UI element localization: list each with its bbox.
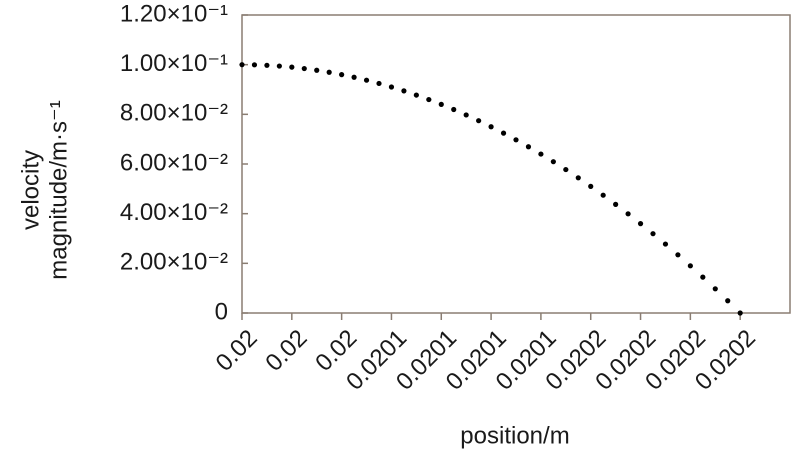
- data-point: [276, 63, 282, 69]
- data-point: [737, 310, 743, 316]
- data-point: [625, 211, 631, 217]
- data-point: [326, 69, 332, 75]
- data-point: [513, 137, 519, 143]
- data-point: [600, 192, 606, 198]
- y-tick-label: 1.20×10⁻¹: [120, 0, 228, 27]
- data-point: [662, 241, 669, 247]
- data-point: [650, 231, 656, 237]
- data-point: [426, 96, 432, 103]
- data-point: [687, 263, 693, 269]
- data-point: [675, 252, 681, 258]
- x-axis-label: position/m: [460, 422, 569, 449]
- y-tick-label: 4.00×10⁻²: [120, 199, 228, 226]
- data-point: [251, 62, 258, 68]
- data-point: [388, 84, 395, 90]
- y-tick-label: 1.00×10⁻¹: [120, 50, 228, 77]
- data-point: [413, 92, 419, 98]
- data-point: [525, 144, 532, 150]
- y-axis-label: magnitude/m·s⁻¹: [45, 100, 72, 279]
- data-point: [725, 298, 731, 304]
- data-point: [500, 130, 507, 136]
- data-point: [575, 175, 581, 181]
- data-point: [563, 166, 569, 173]
- data-point: [613, 201, 619, 207]
- data-point: [712, 286, 718, 292]
- data-point: [451, 106, 457, 113]
- data-point: [538, 151, 544, 157]
- data-point: [376, 80, 382, 87]
- data-point: [438, 101, 444, 107]
- data-point: [401, 88, 407, 94]
- y-tick-label: 6.00×10⁻²: [120, 149, 228, 176]
- x-tick-label: 0.02: [260, 325, 312, 377]
- y-tick-label: 8.00×10⁻²: [120, 100, 228, 127]
- data-point: [301, 65, 307, 72]
- data-point: [351, 74, 357, 80]
- data-point: [289, 64, 295, 70]
- data-point: [488, 124, 494, 130]
- data-point: [239, 62, 245, 68]
- data-point: [339, 72, 345, 78]
- data-point: [314, 67, 320, 73]
- x-tick-label: 0.02: [211, 325, 263, 377]
- data-point: [264, 62, 270, 68]
- plot-frame: [241, 14, 791, 314]
- y-axis-label: velocity: [17, 150, 44, 230]
- data-point: [700, 274, 706, 280]
- data-point: [550, 159, 556, 165]
- data-point: [463, 112, 469, 118]
- y-tick-label: 2.00×10⁻²: [120, 249, 228, 276]
- data-point: [637, 221, 644, 227]
- y-tick-label: 0: [215, 298, 228, 325]
- data-point: [588, 183, 594, 189]
- data-point: [476, 118, 482, 124]
- data-point: [363, 77, 370, 83]
